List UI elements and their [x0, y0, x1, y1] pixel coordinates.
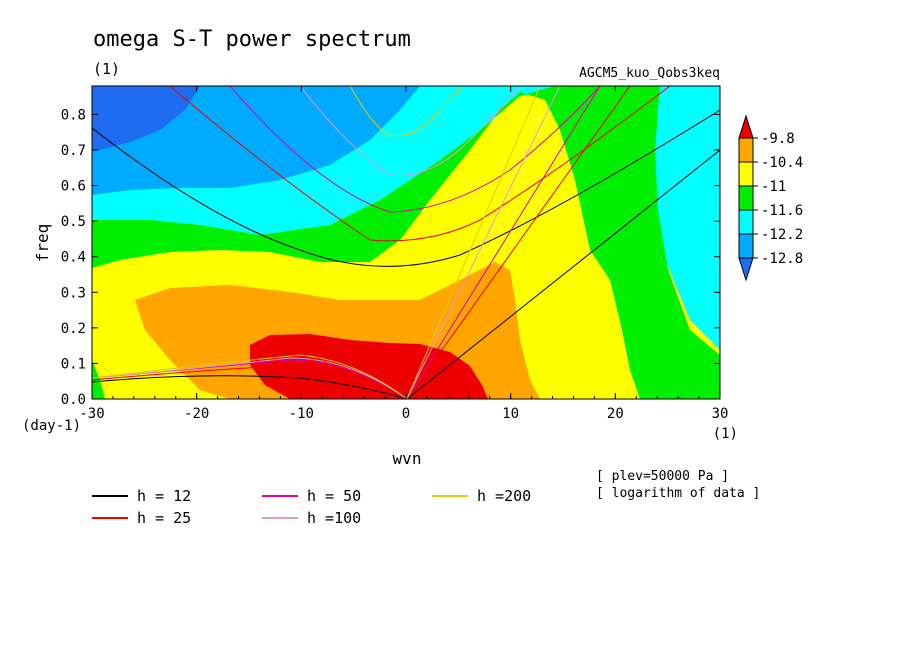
green-region: [92, 86, 720, 399]
x-tick-label: 20: [607, 406, 624, 422]
colorbar-segment: [738, 209, 754, 235]
y-tick-label: 0.5: [61, 214, 86, 230]
y-tick-label: 0.2: [61, 321, 86, 337]
y-tick-label: 0.7: [61, 143, 86, 159]
colorbar-segment: [738, 161, 754, 187]
y-tick-label: 0.8: [61, 107, 86, 123]
x-tick-label: 0: [402, 406, 410, 422]
h12-parabola: [92, 109, 720, 267]
y-axis: 0.0 0.1 0.2 0.3 0.4 0.5 0.6 0.7 0.8: [61, 107, 720, 408]
legend-label: h =200: [477, 487, 531, 505]
plev-note: [ plev=50000 Pa ]: [596, 469, 729, 484]
contour-fill: [92, 86, 720, 399]
x-tick-label: -10: [289, 406, 314, 422]
h25-kelvin: [406, 86, 631, 399]
y-tick-label: 0.4: [61, 250, 86, 266]
dispersion-curves: [92, 86, 720, 399]
x-axis-title: wvn: [393, 449, 422, 468]
colorbar: -9.8 -10.4 -11 -11.6 -12.2 -12.8: [738, 114, 803, 282]
colorbar-cap-bottom: [738, 257, 754, 282]
colorbar-segment: [738, 185, 754, 211]
dispersion-legend: h = 12 h = 25 h = 50 h =100 h =200: [92, 487, 531, 527]
y-unit-label: (day-1): [22, 418, 81, 434]
h12-kelvin: [406, 149, 720, 399]
x-tick-label: -30: [79, 406, 104, 422]
legend-label: h = 25: [137, 509, 191, 527]
red-region: [250, 334, 488, 399]
x-tick-label: 10: [502, 406, 519, 422]
chart-subtitle: (1): [93, 60, 120, 78]
colorbar-label: -9.8: [761, 131, 795, 147]
y-tick-label: 0.0: [61, 392, 86, 408]
h50-parabola: [229, 86, 601, 213]
y-tick-label: 0.6: [61, 179, 86, 195]
case-label: AGCM5_kuo_Qobs3keq: [579, 66, 720, 81]
colorbar-segment: [738, 233, 754, 259]
colorbar-label: -12.2: [761, 227, 803, 243]
colorbar-cap-top: [738, 114, 754, 139]
colorbar-label: -11.6: [761, 203, 803, 219]
h200-rossby: [92, 354, 408, 399]
h25-rossby: [92, 364, 408, 399]
h12-rossby: [92, 375, 408, 399]
y-tick-label: 0.3: [61, 285, 86, 301]
h100-kelvin: [406, 86, 561, 399]
log-note: [ logarithm of data ]: [596, 486, 760, 501]
h200-parabola: [349, 86, 463, 137]
chart-title: omega S-T power spectrum: [93, 27, 411, 52]
colorbar-segment: [738, 137, 754, 163]
h100-rossby: [92, 357, 408, 399]
colorbar-label: -11: [761, 179, 786, 195]
cyan-right-region: [652, 86, 720, 350]
y-tick-label: 0.1: [61, 356, 86, 372]
legend-label: h =100: [307, 509, 361, 527]
legend-label: h = 12: [137, 487, 191, 505]
h50-kelvin: [406, 86, 601, 399]
colorbar-label: -10.4: [761, 155, 803, 171]
x-tick-label: 30: [712, 406, 729, 422]
x-tick-label: -20: [184, 406, 209, 422]
h25-parabola: [169, 86, 671, 242]
x-axis: -30 -20 -10 0 10 20 30: [79, 86, 728, 422]
y-axis-title: freq: [33, 224, 52, 263]
darkblue-region: [92, 86, 200, 150]
h200-kelvin: [406, 86, 541, 399]
x-unit-label: (1): [713, 426, 738, 442]
legend-label: h = 50: [307, 487, 361, 505]
h100-parabola: [299, 86, 521, 177]
colorbar-label: -12.8: [761, 251, 803, 267]
